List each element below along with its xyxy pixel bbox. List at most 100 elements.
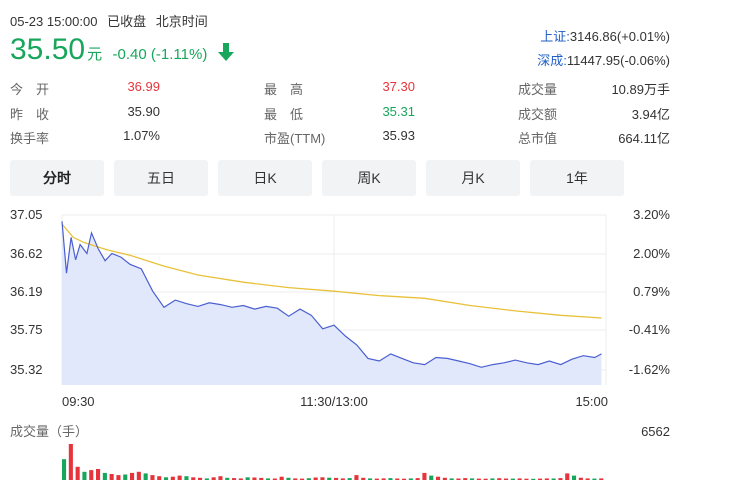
x-tick: 15:00 [575,394,608,409]
volume-label: 成交量（手） [10,424,88,439]
volume-bar [347,478,352,480]
stat-prev-close-label: 昨 收 [10,107,50,122]
stat-turnover-label: 换手率 [10,131,50,146]
datetime: 05-23 15:00:00 [10,14,98,29]
volume-bar [130,472,135,480]
stat-high-value: 37.30 [382,79,415,94]
y-tick-right: -1.62% [629,362,671,377]
index-shenzhen[interactable]: 深成:11447.95(-0.06%) [537,50,670,69]
volume-bar [340,478,345,480]
y-tick-left: 35.75 [10,322,43,337]
volume-bar [402,478,407,480]
volume-bar [123,474,128,480]
y-tick-right: 2.00% [633,246,670,261]
volume-bar [320,477,325,480]
volume-bar [157,476,162,480]
volume-bar [164,477,169,480]
volume-bar [109,474,114,480]
price-unit: 元 [87,46,103,63]
volume-bar [422,472,427,480]
volume-bar [89,470,94,480]
y-tick-right: -0.41% [629,322,671,337]
volume-bar [218,476,223,480]
x-tick: 11:30/13:00 [300,394,368,409]
volume-bar [354,475,359,480]
volume-bar [524,478,529,480]
timezone-label: 北京时间 [155,14,208,29]
intraday-chart[interactable]: 37.05 36.62 36.19 35.75 35.32 3.20% 2.00… [0,200,750,494]
average-price-line [61,223,602,319]
stat-turnover-value: 1.07% [123,128,160,143]
volume-bar [517,478,522,480]
volume-bar [334,477,339,480]
volume-bar [449,478,454,480]
volume-bar [279,476,284,480]
volume-bar [252,477,257,480]
y-tick-left: 36.19 [10,284,43,299]
tab-monthly-k[interactable]: 月K [426,160,520,196]
market-status: 已收盘 [107,14,147,29]
volume-bar [96,469,101,480]
volume-bar [198,477,203,480]
tab-intraday[interactable]: 分时 [10,160,104,196]
volume-bar [232,478,237,480]
price-change: -0.40 (-1.11%) [113,46,208,63]
volume-bar [436,476,441,480]
volume-bar [578,477,583,480]
volume-bar [238,478,243,480]
stat-pe-label: 市盈(TTM) [264,131,326,146]
volume-bar [429,475,434,480]
stat-open-label: 今 开 [10,82,50,97]
volume-bar [599,478,604,480]
volume-bar [177,475,182,480]
volume-bar [490,478,495,480]
stat-low-value: 35.31 [382,104,415,119]
index-name: 深成: [537,53,567,68]
index-value: 11447.95(-0.06%) [566,53,670,68]
volume-bar [592,478,597,480]
stat-pe-value: 35.93 [382,128,415,143]
volume-bar [82,471,87,480]
volume-bar [483,478,488,480]
stat-prev-close-value: 35.90 [127,104,160,119]
volume-bar [504,478,509,480]
volume-bars [62,444,604,480]
volume-bar [150,475,155,480]
y-tick-left: 37.05 [10,207,43,222]
volume-bar [388,478,393,480]
x-tick: 09:30 [62,394,95,409]
price-line [61,221,602,368]
volume-bar [225,477,230,480]
down-arrow-icon [217,43,234,61]
volume-bar [211,477,216,480]
stat-volume-label: 成交量 [518,82,558,97]
volume-bar [551,478,556,480]
volume-bar [565,473,570,480]
volume-bar [415,478,420,480]
volume-bar [538,478,543,480]
volume-bar [442,477,447,480]
tab-daily-k[interactable]: 日K [218,160,312,196]
volume-bar [313,477,318,480]
stat-market-cap-label: 总市值 [518,131,558,146]
price-area [62,221,602,385]
volume-bar [381,478,386,480]
volume-bar [368,478,373,480]
volume-bar [266,478,271,480]
tab-weekly-k[interactable]: 周K [322,160,416,196]
stat-amount-value: 3.94亿 [631,107,670,122]
y-tick-left: 36.62 [10,246,43,261]
volume-bar [184,476,189,480]
stat-market-cap-value: 664.11亿 [618,131,670,146]
index-shanghai[interactable]: 上证:3146.86(+0.01%) [540,26,670,45]
volume-bar [75,466,80,480]
volume-bar [558,478,563,480]
stat-high-label: 最 高 [264,82,304,97]
volume-bar [293,478,298,480]
volume-bar [497,478,502,480]
volume-bar [544,478,549,480]
volume-bar [327,477,332,480]
tab-five-day[interactable]: 五日 [114,160,208,196]
tab-one-year[interactable]: 1年 [530,160,624,196]
volume-bar [374,478,379,480]
